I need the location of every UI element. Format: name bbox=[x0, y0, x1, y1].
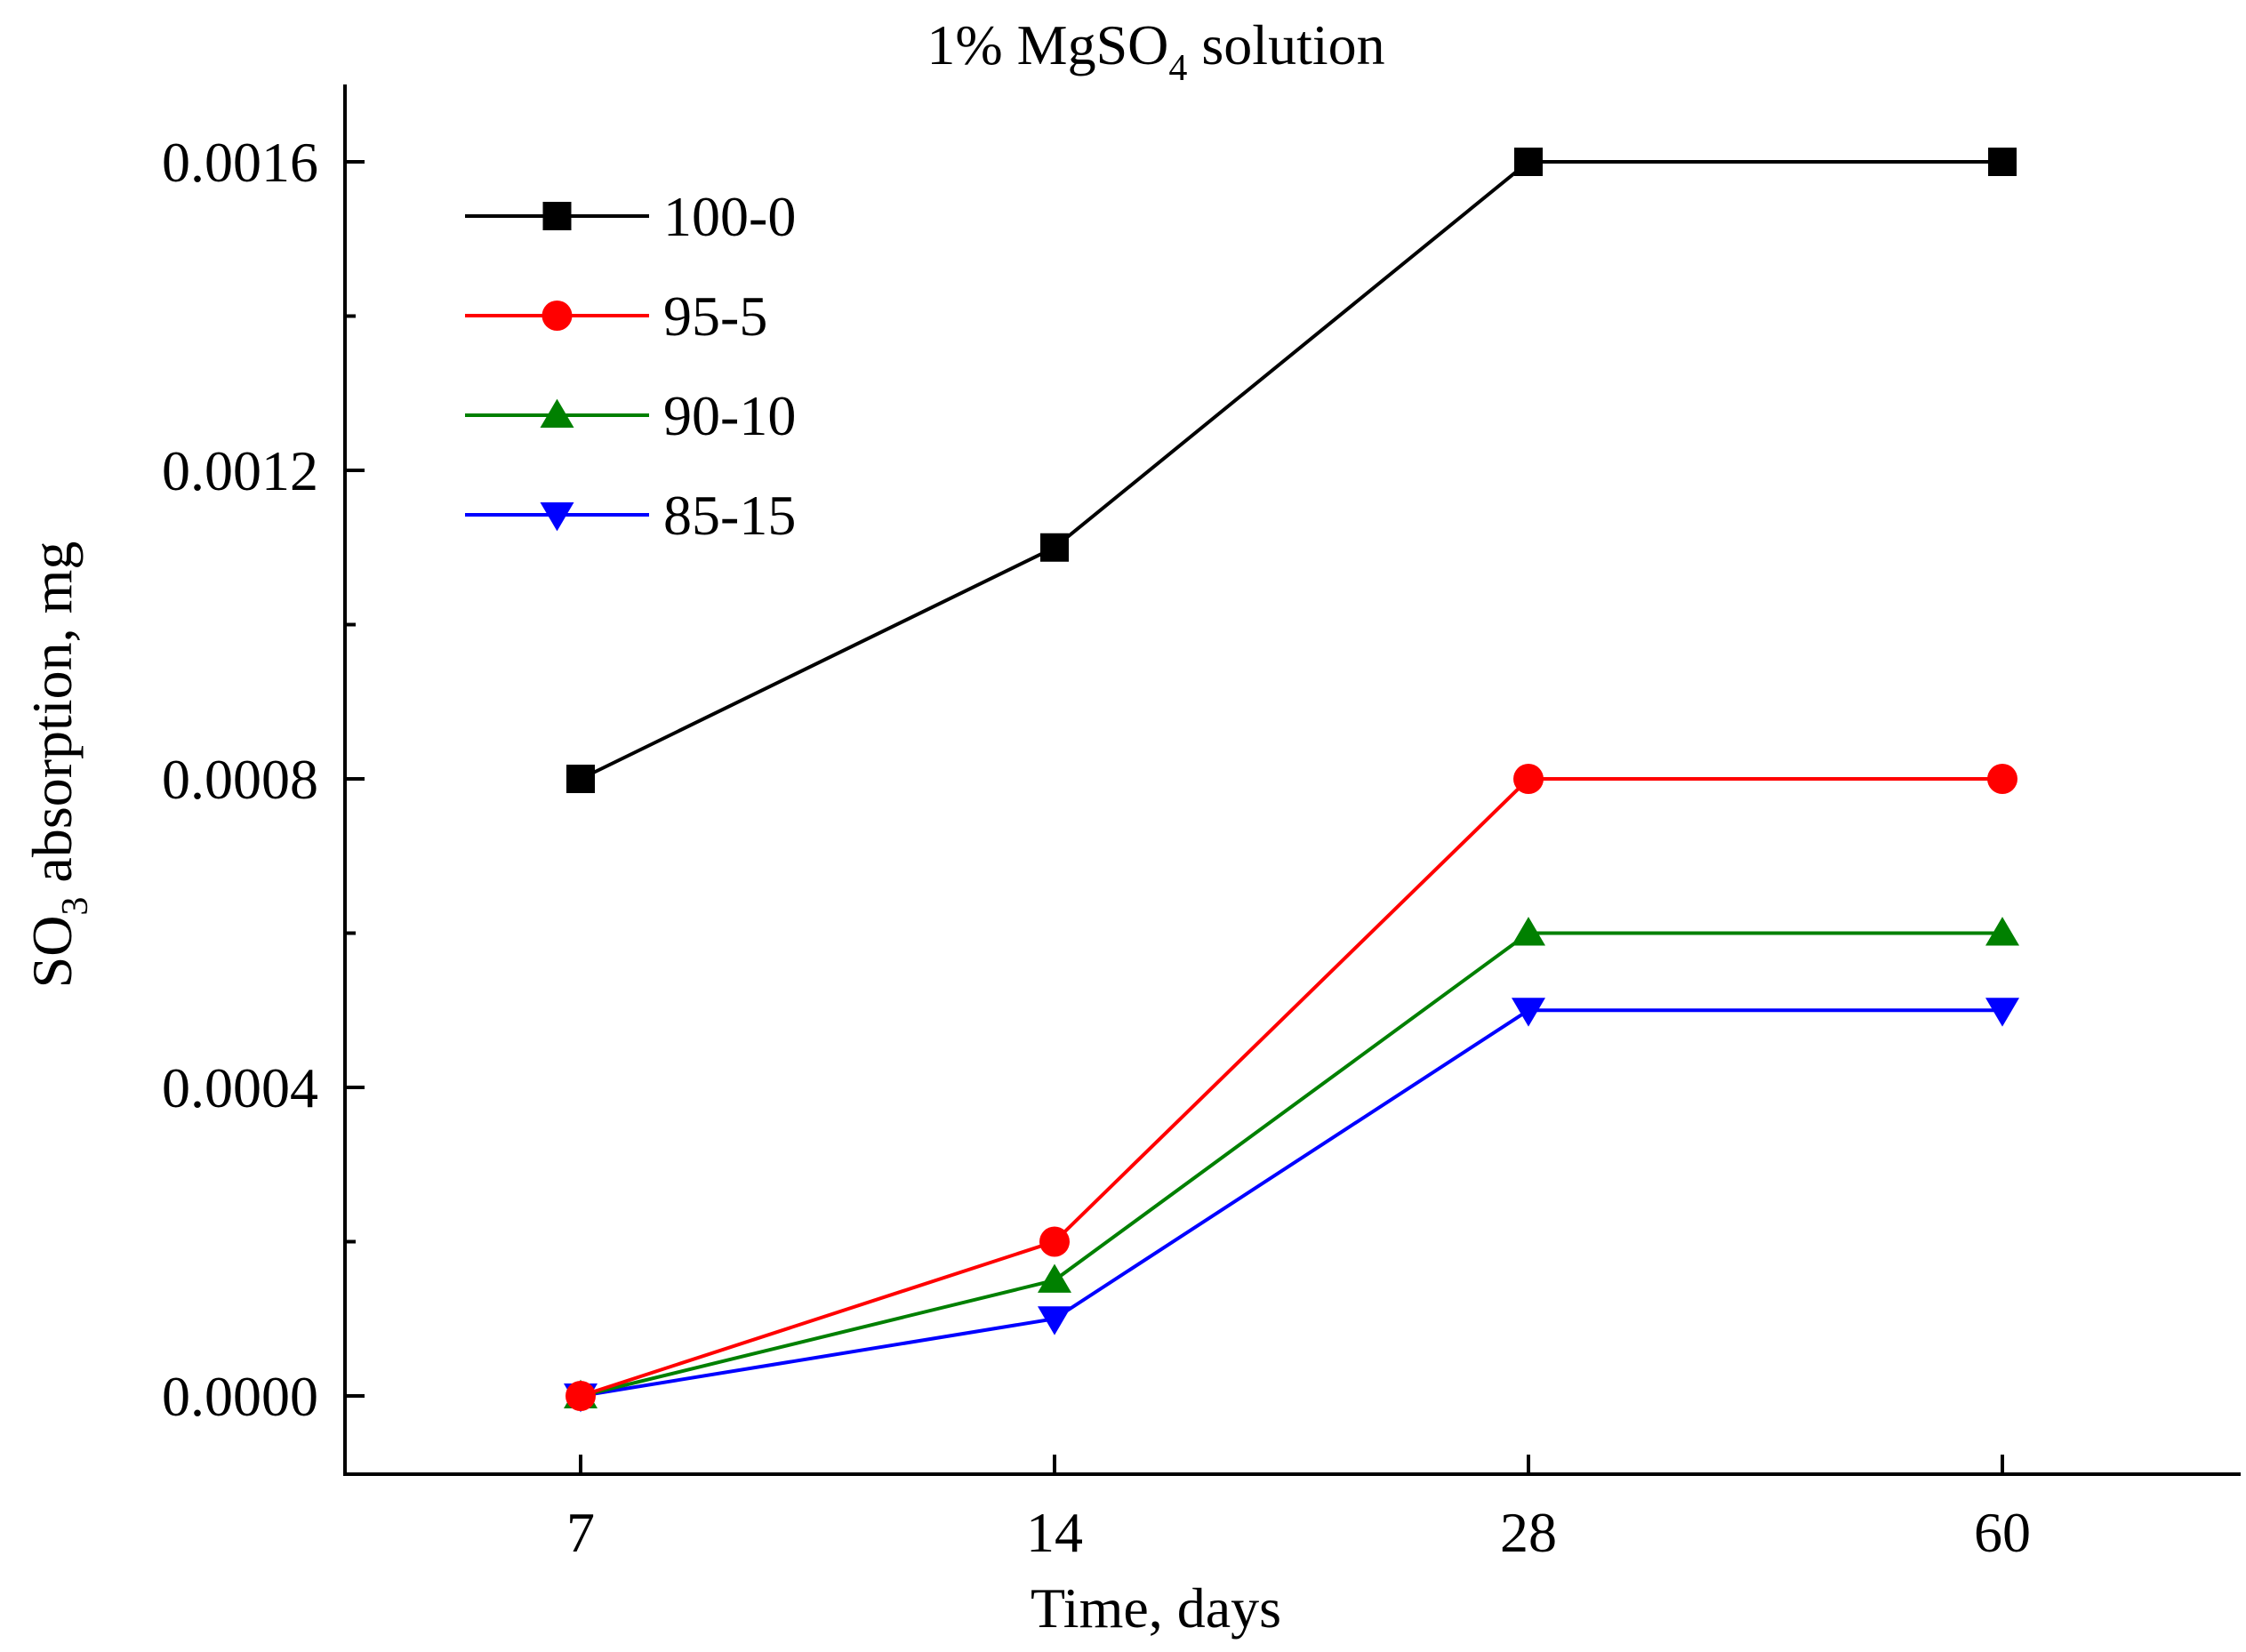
legend-label: 90-10 bbox=[663, 384, 796, 447]
series-95-5 bbox=[566, 764, 2017, 1411]
data-point bbox=[1512, 917, 1545, 946]
data-point bbox=[1988, 148, 2017, 176]
data-point bbox=[1038, 1306, 1071, 1335]
data-point bbox=[1512, 998, 1545, 1027]
x-ticks: 7 14 28 60 bbox=[566, 1455, 2031, 1564]
y-ticks: 0.0000 0.0004 0.0008 0.0012 0.0016 bbox=[162, 131, 365, 1428]
x-tick-label: 14 bbox=[1026, 1501, 1083, 1564]
data-point bbox=[1038, 1263, 1071, 1293]
legend-marker bbox=[540, 398, 574, 428]
legend-entry: 95-5 bbox=[465, 285, 767, 348]
series-line bbox=[580, 931, 2002, 1398]
x-tick-label: 60 bbox=[1974, 1501, 2031, 1564]
legend-label: 95-5 bbox=[663, 285, 767, 348]
data-point bbox=[1985, 917, 2019, 946]
data-point bbox=[1039, 1226, 1070, 1257]
legend-marker bbox=[541, 301, 573, 331]
legend-entry: 90-10 bbox=[465, 384, 796, 447]
data-point bbox=[1513, 764, 1544, 794]
legend-label: 85-15 bbox=[663, 484, 796, 547]
x-axis-label: Time, days bbox=[1031, 1576, 1281, 1640]
data-point bbox=[1040, 533, 1069, 562]
x-tick-label: 28 bbox=[1500, 1501, 1557, 1564]
legend-entry: 100-0 bbox=[465, 185, 796, 248]
data-point bbox=[566, 1381, 596, 1411]
legend: 100-0 95-5 90-10 85-15 bbox=[465, 185, 796, 547]
y-tick-label: 0.0004 bbox=[162, 1056, 318, 1119]
chart-title: 1% MgSO4 solution bbox=[926, 13, 1384, 89]
series-line bbox=[580, 1008, 2002, 1398]
y-tick-label: 0.0016 bbox=[162, 131, 318, 194]
series-85-15 bbox=[564, 998, 2019, 1413]
x-tick-label: 7 bbox=[566, 1501, 595, 1564]
legend-label: 100-0 bbox=[663, 185, 796, 248]
y-tick-label: 0.0012 bbox=[162, 439, 318, 502]
y-tick-label: 0.0008 bbox=[162, 748, 318, 811]
series-line bbox=[580, 160, 2002, 781]
y-axis-label: SO3 absorption, mg bbox=[20, 541, 96, 989]
legend-marker bbox=[540, 502, 574, 532]
data-point bbox=[1514, 148, 1543, 176]
legend-entry: 85-15 bbox=[465, 484, 796, 547]
legend-marker bbox=[542, 202, 572, 230]
data-point bbox=[1987, 764, 2017, 794]
data-point bbox=[566, 765, 595, 793]
data-point bbox=[1985, 998, 2019, 1027]
series-100-0 bbox=[566, 148, 2017, 793]
series-group bbox=[564, 148, 2019, 1413]
series-line bbox=[580, 777, 2002, 1398]
y-tick-label: 0.0000 bbox=[162, 1365, 318, 1428]
